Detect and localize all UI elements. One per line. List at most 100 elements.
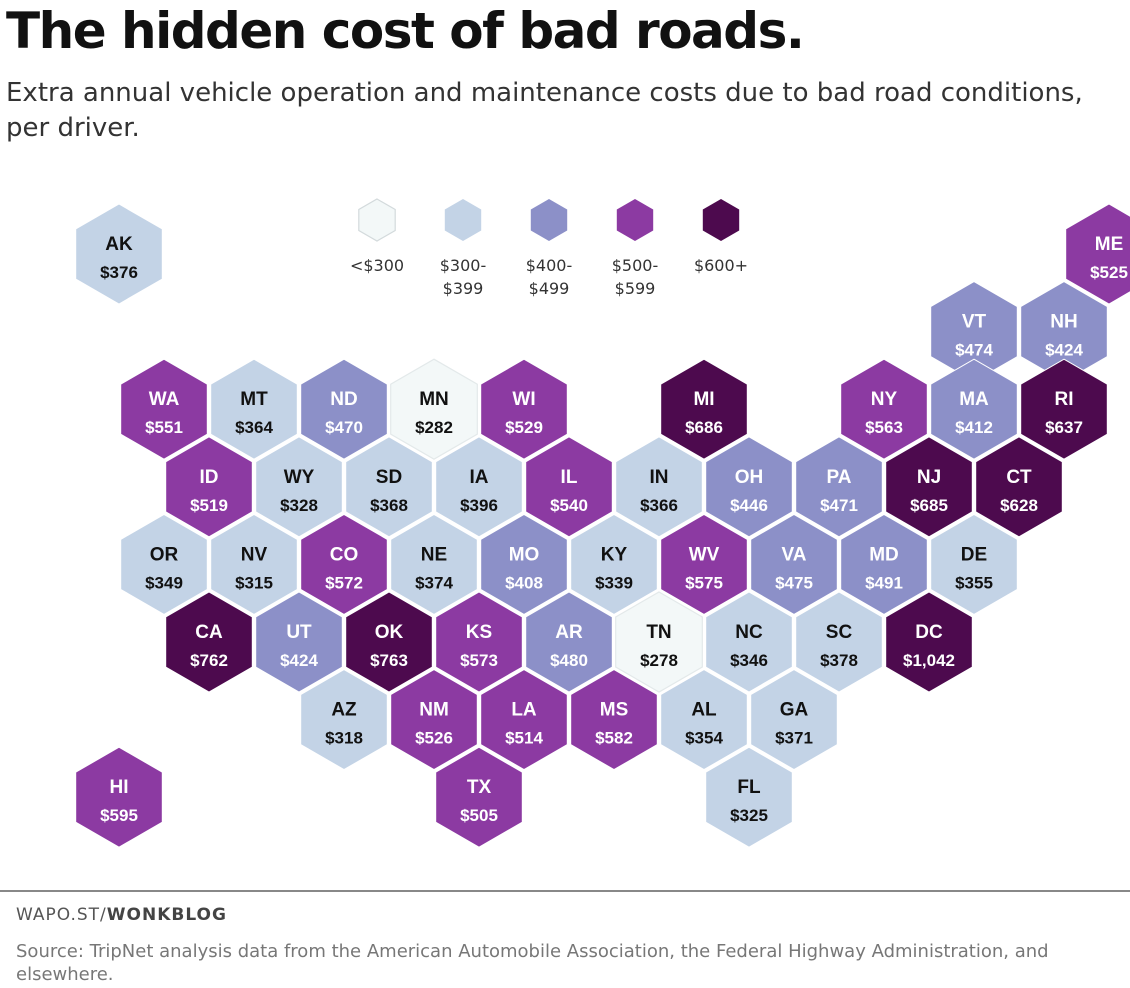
legend-swatch [444,199,482,241]
state-mo: MO $408 [480,513,568,615]
state-hex [930,513,1018,615]
state-hex [345,591,433,693]
legend-item: $400-$499 [526,199,573,298]
state-value: $595 [100,806,138,825]
state-ia: IA $396 [435,436,523,538]
state-mi: MI $686 [660,358,748,460]
state-value: $575 [685,573,723,592]
state-hex [885,436,973,538]
state-ms: MS $582 [570,669,658,771]
state-hex [705,591,793,693]
state-abbr: MA [959,389,989,410]
state-abbr: MD [869,544,899,565]
state-value: $424 [1045,341,1083,360]
state-az: AZ $318 [300,669,388,771]
state-abbr: NV [241,544,268,565]
state-al: AL $354 [660,669,748,771]
state-value: $364 [235,418,273,437]
state-hex [480,358,568,460]
state-ma: MA $412 [930,358,1018,460]
state-value: $328 [280,496,318,515]
state-abbr: MO [509,544,540,565]
state-abbr: PA [827,467,852,488]
state-hex [300,513,388,615]
state-abbr: MT [240,389,268,410]
state-value: $355 [955,573,993,592]
state-value: $529 [505,418,543,437]
state-abbr: AZ [331,700,357,721]
state-hex [840,358,928,460]
state-ca: CA $762 [165,591,253,693]
state-vt: VT $474 [930,281,1018,383]
state-hex [75,746,163,848]
state-abbr: UT [286,622,312,643]
state-value: $573 [460,651,498,670]
state-abbr: WI [512,389,535,410]
state-nj: NJ $685 [885,436,973,538]
state-value: $378 [820,651,858,670]
state-hex [525,436,613,538]
state-abbr: WA [149,389,180,410]
hex-map: <$300 $300-$399 $400-$499 $500-$599 $600+ AK… [75,198,1130,848]
state-abbr: MI [693,389,714,410]
state-hex [1020,358,1108,460]
state-value: $424 [280,651,318,670]
state-hex [885,591,973,693]
state-value: $762 [190,651,228,670]
state-abbr: NY [871,389,898,410]
state-hex [345,436,433,538]
state-value: $349 [145,573,183,592]
state-wv: WV $575 [660,513,748,615]
state-abbr: AL [691,700,717,721]
legend-item: $600+ [694,199,748,275]
state-ks: KS $573 [435,591,523,693]
legend-swatch [616,199,654,241]
state-abbr: FL [737,777,761,798]
state-value: $514 [505,729,543,748]
state-sd: SD $368 [345,436,433,538]
state-hex [660,669,748,771]
state-value: $686 [685,418,723,437]
state-value: $368 [370,496,408,515]
state-hex [750,669,838,771]
state-fl: FL $325 [705,746,793,848]
state-mn: MN $282 [390,358,478,460]
legend-label: $500-$599 [612,256,659,298]
state-value: $505 [460,806,498,825]
state-hex [795,591,883,693]
state-hex [390,669,478,771]
legend-label: <$300 [350,256,404,275]
state-abbr: LA [511,700,537,721]
state-abbr: SC [826,622,853,643]
state-hex [660,513,748,615]
state-hex [165,591,253,693]
brand-credit: WAPO.ST/WONKBLOG [16,905,227,925]
state-hex [435,591,523,693]
state-abbr: TN [646,622,671,643]
state-or: OR $349 [120,513,208,615]
state-me: ME $525 [1065,203,1130,305]
state-abbr: WY [284,467,315,488]
state-value: $371 [775,729,813,748]
legend-label: $400-$499 [526,256,573,298]
state-value: $763 [370,651,408,670]
state-hex [705,436,793,538]
state-hi: HI $595 [75,746,163,848]
state-hex [660,358,748,460]
state-hex [435,436,523,538]
state-abbr: NE [421,544,447,565]
state-abbr: DE [961,544,987,565]
state-value: $582 [595,729,633,748]
state-value: $526 [415,729,453,748]
state-value: $325 [730,806,768,825]
state-nd: ND $470 [300,358,388,460]
state-hex [930,358,1018,460]
state-tx: TX $505 [435,746,523,848]
state-value: $339 [595,573,633,592]
state-hex [120,358,208,460]
state-abbr: NJ [917,467,941,488]
state-value: $471 [820,496,858,515]
state-value: $685 [910,496,948,515]
state-va: VA $475 [750,513,838,615]
brand-prefix: WAPO.ST/ [16,905,107,925]
